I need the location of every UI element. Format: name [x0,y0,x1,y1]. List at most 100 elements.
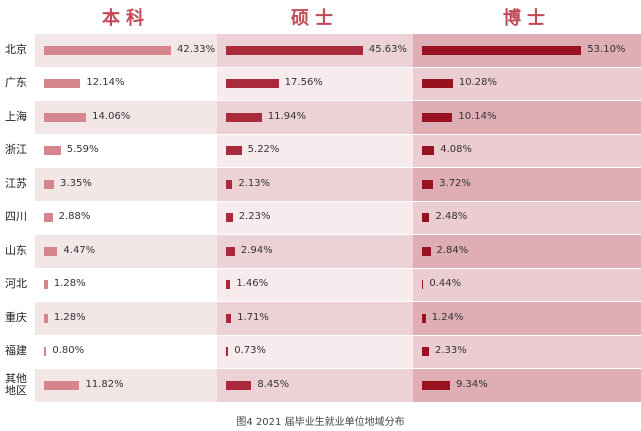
bar [226,179,233,189]
value-label: 2.88% [58,211,91,223]
value-label: 10.28% [458,77,497,89]
value-label: 1.46% [236,278,269,290]
row-band [413,268,641,301]
value-label: 42.33% [176,43,216,55]
row-band [217,235,413,268]
row-band [35,302,217,335]
value-label: 1.24% [431,311,464,323]
category-label: 上海 [5,109,27,123]
category-label: 四川 [5,210,27,224]
value-label: 2.94% [240,244,273,256]
panel-header: 硕士 [291,8,339,29]
row-band [217,201,413,234]
value-label: 2.33% [434,345,467,357]
value-label: 0.80% [52,345,85,357]
value-label: 11.82% [85,378,124,390]
row-band [217,302,413,335]
row-band [217,168,413,201]
bar [422,146,435,156]
bar [422,380,451,390]
value-label: 11.94% [267,110,306,122]
category-label: 江苏 [5,176,27,190]
bar [226,280,231,290]
bar [422,246,431,256]
bar [422,280,424,290]
category-label: 福建 [5,344,27,358]
bar [226,213,233,223]
row-band [217,268,413,301]
value-label: 4.47% [63,244,96,256]
bar [226,347,229,357]
value-label: 1.28% [53,278,86,290]
value-label: 45.63% [368,43,408,55]
bar [44,45,171,55]
value-label: 4.08% [440,144,473,156]
bar [44,380,80,390]
bar [44,246,58,256]
row-band [217,134,413,167]
value-label: 10.14% [458,110,497,122]
value-label: 9.34% [456,378,488,390]
row-band [35,335,217,368]
value-label: 0.44% [429,278,462,290]
row-band [413,235,641,268]
row-band [35,268,217,301]
category-label: 河北 [5,277,27,291]
row-band [413,369,641,402]
bar [422,347,429,357]
value-label: 1.28% [53,311,86,323]
value-label: 17.56% [284,77,323,89]
bar [44,313,48,323]
bar [226,45,363,55]
bar [44,179,55,189]
value-label: 5.59% [66,144,99,156]
value-label: 2.13% [238,177,271,189]
value-label: 53.10% [587,43,626,55]
value-label: 1.71% [237,311,269,323]
bar [422,313,426,323]
bar [226,146,242,156]
row-band [35,235,217,268]
value-label: 5.22% [247,144,280,156]
bar [226,246,235,256]
value-label: 3.72% [439,177,471,189]
row-band [413,168,641,201]
category-label: 浙江 [5,143,27,157]
caption: 图4 2021 届毕业生就业单位地域分布 [236,417,405,428]
bar [44,347,47,357]
row-band [413,335,641,368]
bar [226,79,279,89]
category-label: 北京 [5,42,27,56]
bar [44,280,48,290]
category-label: 其他地区 [5,371,27,397]
bar [44,112,87,122]
value-label: 14.06% [92,110,131,122]
row-band [217,335,413,368]
value-label: 0.73% [234,345,266,357]
row-band [413,302,641,335]
row-band [413,201,641,234]
bar [226,380,252,390]
panel-header: 博士 [503,8,551,29]
value-label: 2.23% [238,211,271,223]
value-label: 3.35% [60,177,92,189]
bar [226,313,232,323]
row-band [413,134,641,167]
value-label: 12.14% [86,77,125,89]
bar [44,79,81,89]
row-band [35,201,217,234]
row-band [35,134,217,167]
category-label: 广东 [5,76,27,90]
panel-header: 本科 [102,8,150,29]
bar [44,213,53,223]
bar [422,213,430,223]
category-label: 重庆 [5,310,27,324]
bar [422,112,453,122]
category-label: 山东 [5,243,27,257]
row-band [35,168,217,201]
bar [44,146,61,156]
value-label: 2.48% [435,211,468,223]
value-label: 2.84% [436,244,469,256]
bar [422,79,453,89]
